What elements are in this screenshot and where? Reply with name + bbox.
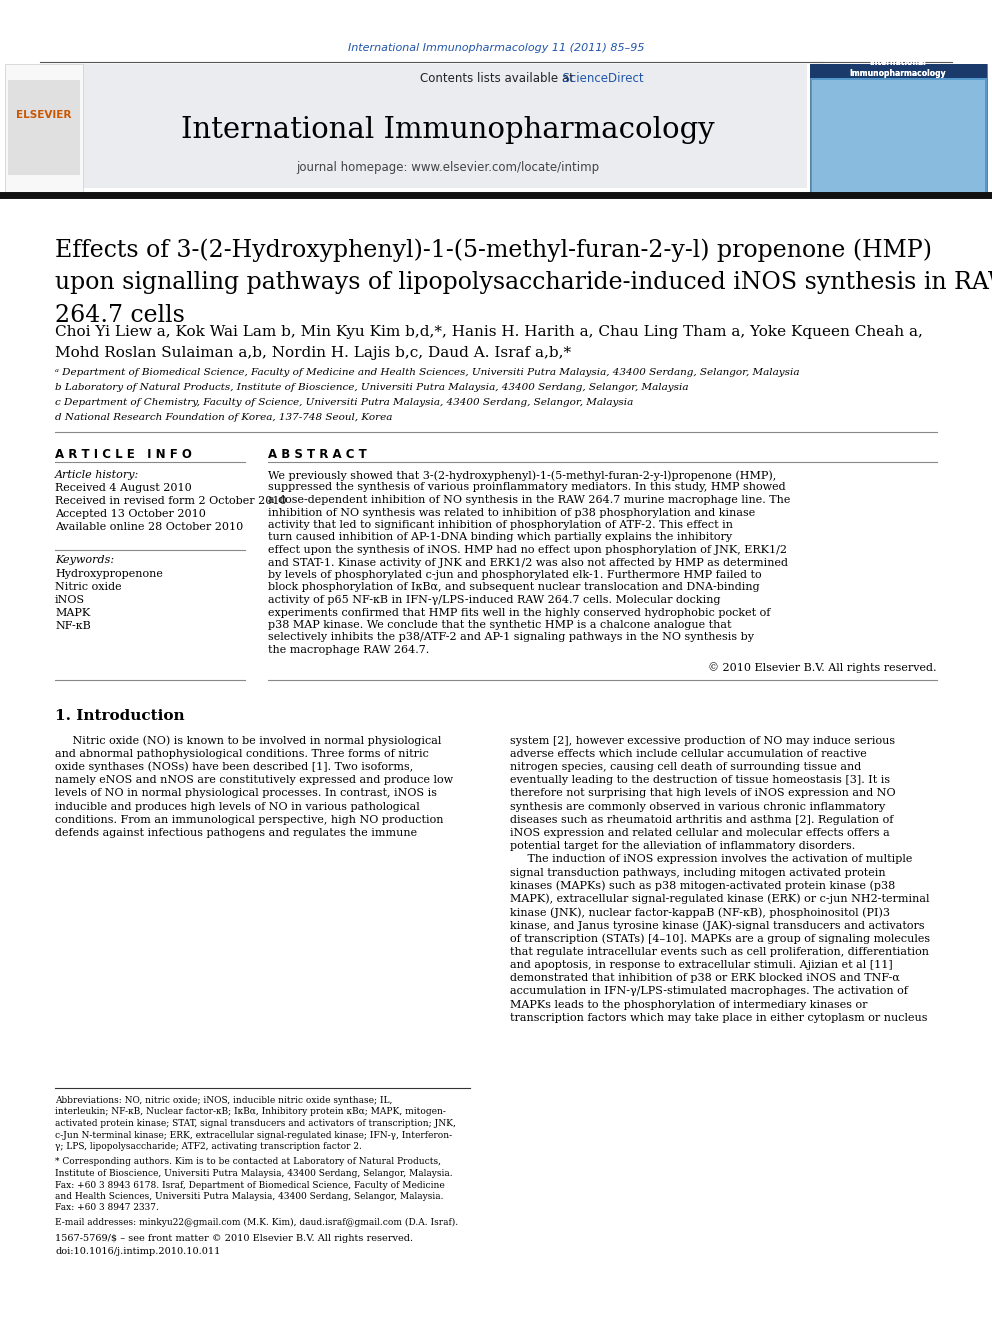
Text: diseases such as rheumatoid arthritis and asthma [2]. Regulation of: diseases such as rheumatoid arthritis an… bbox=[510, 815, 894, 824]
Text: oxide synthases (NOSs) have been described [1]. Two isoforms,: oxide synthases (NOSs) have been describ… bbox=[55, 762, 414, 773]
Text: A B S T R A C T: A B S T R A C T bbox=[268, 448, 367, 460]
Bar bbox=[83, 64, 807, 188]
Text: signal transduction pathways, including mitogen activated protein: signal transduction pathways, including … bbox=[510, 868, 886, 877]
Text: Accepted 13 October 2010: Accepted 13 October 2010 bbox=[55, 509, 206, 519]
Text: experiments confirmed that HMP fits well in the highly conserved hydrophobic poc: experiments confirmed that HMP fits well… bbox=[268, 607, 771, 618]
Text: inducible and produces high levels of NO in various pathological: inducible and produces high levels of NO… bbox=[55, 802, 420, 811]
Text: a dose-dependent inhibition of NO synthesis in the RAW 264.7 murine macrophage l: a dose-dependent inhibition of NO synthe… bbox=[268, 495, 791, 505]
Text: Received in revised form 2 October 2010: Received in revised form 2 October 2010 bbox=[55, 496, 287, 505]
Text: Fax: +60 3 8943 6178. Israf, Department of Biomedical Science, Faculty of Medici: Fax: +60 3 8943 6178. Israf, Department … bbox=[55, 1180, 444, 1189]
Text: synthesis are commonly observed in various chronic inflammatory: synthesis are commonly observed in vario… bbox=[510, 802, 885, 811]
Text: block phosphorylation of IκBα, and subsequent nuclear translocation and DNA-bind: block phosphorylation of IκBα, and subse… bbox=[268, 582, 760, 593]
Text: Fax: +60 3 8947 2337.: Fax: +60 3 8947 2337. bbox=[55, 1204, 159, 1212]
Text: c Department of Chemistry, Faculty of Science, Universiti Putra Malaysia, 43400 : c Department of Chemistry, Faculty of Sc… bbox=[55, 398, 633, 407]
Text: that regulate intracellular events such as cell proliferation, differentiation: that regulate intracellular events such … bbox=[510, 947, 929, 957]
Text: Available online 28 October 2010: Available online 28 October 2010 bbox=[55, 523, 243, 532]
Text: and STAT-1. Kinase activity of JNK and ERK1/2 was also not affected by HMP as de: and STAT-1. Kinase activity of JNK and E… bbox=[268, 557, 788, 568]
Bar bbox=[812, 61, 824, 71]
Text: E-mail addresses: minkyu22@gmail.com (M.K. Kim), daud.israf@gmail.com (D.A. Isra: E-mail addresses: minkyu22@gmail.com (M.… bbox=[55, 1218, 458, 1228]
Text: γ; LPS, lipopolysaccharide; ATF2, activating transcription factor 2.: γ; LPS, lipopolysaccharide; ATF2, activa… bbox=[55, 1142, 362, 1151]
Text: conditions. From an immunological perspective, high NO production: conditions. From an immunological perspe… bbox=[55, 815, 443, 824]
Text: © 2010 Elsevier B.V. All rights reserved.: © 2010 Elsevier B.V. All rights reserved… bbox=[708, 663, 937, 673]
Text: Keywords:: Keywords: bbox=[55, 556, 114, 565]
Text: levels of NO in normal physiological processes. In contrast, iNOS is: levels of NO in normal physiological pro… bbox=[55, 789, 437, 798]
Text: interleukin; NF-κB, Nuclear factor-κB; IκBα, Inhibitory protein κBα; MAPK, mitog: interleukin; NF-κB, Nuclear factor-κB; I… bbox=[55, 1107, 445, 1117]
Text: International
Immunopharmacology: International Immunopharmacology bbox=[850, 58, 946, 78]
Text: upon signalling pathways of lipopolysaccharide-induced iNOS synthesis in RAW: upon signalling pathways of lipopolysacc… bbox=[55, 271, 992, 294]
Text: Institute of Bioscience, Universiti Putra Malaysia, 43400 Serdang, Selangor, Mal: Institute of Bioscience, Universiti Putr… bbox=[55, 1170, 452, 1177]
Text: activated protein kinase; STAT, signal transducers and activators of transcripti: activated protein kinase; STAT, signal t… bbox=[55, 1119, 456, 1129]
Text: and Health Sciences, Universiti Putra Malaysia, 43400 Serdang, Selangor, Malaysi: and Health Sciences, Universiti Putra Ma… bbox=[55, 1192, 443, 1201]
Text: ScienceDirect: ScienceDirect bbox=[420, 71, 644, 85]
Text: the macrophage RAW 264.7.: the macrophage RAW 264.7. bbox=[268, 646, 430, 655]
Text: MAPK: MAPK bbox=[55, 609, 90, 618]
Text: kinases (MAPKs) such as p38 mitogen-activated protein kinase (p38: kinases (MAPKs) such as p38 mitogen-acti… bbox=[510, 881, 895, 892]
Text: potential target for the alleviation of inflammatory disorders.: potential target for the alleviation of … bbox=[510, 841, 855, 851]
Text: iNOS: iNOS bbox=[55, 595, 85, 605]
Text: Abbreviations: NO, nitric oxide; iNOS, inducible nitric oxide synthase; IL,: Abbreviations: NO, nitric oxide; iNOS, i… bbox=[55, 1095, 393, 1105]
Text: International
Immunopharmacology: International Immunopharmacology bbox=[850, 58, 946, 78]
Text: eventually leading to the destruction of tissue homeostasis [3]. It is: eventually leading to the destruction of… bbox=[510, 775, 890, 785]
Text: International Immunopharmacology 11 (2011) 85–95: International Immunopharmacology 11 (201… bbox=[348, 44, 644, 53]
Text: Article history:: Article history: bbox=[55, 470, 139, 480]
Text: MAPKs leads to the phosphorylation of intermediary kinases or: MAPKs leads to the phosphorylation of in… bbox=[510, 999, 867, 1009]
Bar bbox=[810, 64, 987, 78]
Text: nitrogen species, causing cell death of surrounding tissue and: nitrogen species, causing cell death of … bbox=[510, 762, 861, 771]
Bar bbox=[810, 64, 987, 192]
Bar bbox=[812, 79, 985, 192]
Text: * Corresponding authors. Kim is to be contacted at Laboratory of Natural Product: * Corresponding authors. Kim is to be co… bbox=[55, 1158, 441, 1167]
Text: d National Research Foundation of Korea, 137-748 Seoul, Korea: d National Research Foundation of Korea,… bbox=[55, 413, 393, 422]
Bar bbox=[5, 64, 83, 192]
Text: Contents lists available at: Contents lists available at bbox=[420, 71, 577, 85]
Text: c-Jun N-terminal kinase; ERK, extracellular signal-regulated kinase; IFN-γ, Inte: c-Jun N-terminal kinase; ERK, extracellu… bbox=[55, 1130, 452, 1139]
Text: therefore not surprising that high levels of iNOS expression and NO: therefore not surprising that high level… bbox=[510, 789, 896, 798]
Text: and apoptosis, in response to extracellular stimuli. Ajizian et al [11]: and apoptosis, in response to extracellu… bbox=[510, 960, 893, 970]
Text: suppressed the synthesis of various proinflammatory mediators. In this study, HM: suppressed the synthesis of various proi… bbox=[268, 483, 786, 492]
Text: effect upon the synthesis of iNOS. HMP had no effect upon phosphorylation of JNK: effect upon the synthesis of iNOS. HMP h… bbox=[268, 545, 787, 556]
Text: activity of p65 NF-κB in IFN-γ/LPS-induced RAW 264.7 cells. Molecular docking: activity of p65 NF-κB in IFN-γ/LPS-induc… bbox=[268, 595, 720, 605]
Text: 1567-5769/$ – see front matter © 2010 Elsevier B.V. All rights reserved.: 1567-5769/$ – see front matter © 2010 El… bbox=[55, 1234, 413, 1244]
Text: activity that led to significant inhibition of phosphorylation of ATF-2. This ef: activity that led to significant inhibit… bbox=[268, 520, 733, 531]
Text: We previously showed that 3-(2-hydroxyphenyl)-1-(5-methyl-furan-2-y-l)propenone : We previously showed that 3-(2-hydroxyph… bbox=[268, 470, 777, 480]
Text: namely eNOS and nNOS are constitutively expressed and produce low: namely eNOS and nNOS are constitutively … bbox=[55, 775, 453, 785]
Text: 1. Introduction: 1. Introduction bbox=[55, 709, 185, 724]
Text: transcription factors which may take place in either cytoplasm or nucleus: transcription factors which may take pla… bbox=[510, 1012, 928, 1023]
Text: defends against infectious pathogens and regulates the immune: defends against infectious pathogens and… bbox=[55, 828, 417, 837]
Text: Mohd Roslan Sulaiman a,b, Nordin H. Lajis b,c, Daud A. Israf a,b,*: Mohd Roslan Sulaiman a,b, Nordin H. Laji… bbox=[55, 347, 571, 360]
Text: 264.7 cells: 264.7 cells bbox=[55, 304, 185, 327]
Text: p38 MAP kinase. We conclude that the synthetic HMP is a chalcone analogue that: p38 MAP kinase. We conclude that the syn… bbox=[268, 620, 731, 630]
Text: adverse effects which include cellular accumulation of reactive: adverse effects which include cellular a… bbox=[510, 749, 867, 758]
Text: turn caused inhibition of AP-1-DNA binding which partially explains the inhibito: turn caused inhibition of AP-1-DNA bindi… bbox=[268, 532, 732, 542]
Text: accumulation in IFN-γ/LPS-stimulated macrophages. The activation of: accumulation in IFN-γ/LPS-stimulated mac… bbox=[510, 987, 908, 996]
Text: NF-κB: NF-κB bbox=[55, 620, 90, 631]
Text: doi:10.1016/j.intimp.2010.10.011: doi:10.1016/j.intimp.2010.10.011 bbox=[55, 1248, 220, 1256]
Text: selectively inhibits the p38/ATF-2 and AP-1 signaling pathways in the NO synthes: selectively inhibits the p38/ATF-2 and A… bbox=[268, 632, 754, 643]
Text: b Laboratory of Natural Products, Institute of Bioscience, Universiti Putra Mala: b Laboratory of Natural Products, Instit… bbox=[55, 382, 688, 392]
Text: Choi Yi Liew a, Kok Wai Lam b, Min Kyu Kim b,d,*, Hanis H. Harith a, Chau Ling T: Choi Yi Liew a, Kok Wai Lam b, Min Kyu K… bbox=[55, 325, 923, 339]
Text: MAPK), extracellular signal-regulated kinase (ERK) or c-jun NH2-terminal: MAPK), extracellular signal-regulated ki… bbox=[510, 894, 930, 905]
Text: kinase, and Janus tyrosine kinase (JAK)-signal transducers and activators: kinase, and Janus tyrosine kinase (JAK)-… bbox=[510, 921, 925, 931]
Text: Effects of 3-(2-Hydroxyphenyl)-1-(5-methyl-furan-2-y-l) propenone (HMP): Effects of 3-(2-Hydroxyphenyl)-1-(5-meth… bbox=[55, 238, 932, 262]
Bar bbox=[8, 79, 80, 175]
Text: ELSEVIER: ELSEVIER bbox=[16, 110, 71, 120]
Text: A R T I C L E   I N F O: A R T I C L E I N F O bbox=[55, 448, 191, 460]
Text: Nitric oxide: Nitric oxide bbox=[55, 582, 122, 591]
Text: system [2], however excessive production of NO may induce serious: system [2], however excessive production… bbox=[510, 736, 895, 745]
Text: by levels of phosphorylated c-jun and phosphorylated elk-1. Furthermore HMP fail: by levels of phosphorylated c-jun and ph… bbox=[268, 570, 762, 579]
Text: and abnormal pathophysiological conditions. Three forms of nitric: and abnormal pathophysiological conditio… bbox=[55, 749, 429, 758]
Text: Hydroxypropenone: Hydroxypropenone bbox=[55, 569, 163, 579]
Text: The induction of iNOS expression involves the activation of multiple: The induction of iNOS expression involve… bbox=[510, 855, 913, 864]
Text: iNOS expression and related cellular and molecular effects offers a: iNOS expression and related cellular and… bbox=[510, 828, 890, 837]
Text: inhibition of NO synthesis was related to inhibition of p38 phosphorylation and : inhibition of NO synthesis was related t… bbox=[268, 508, 755, 517]
Text: kinase (JNK), nuclear factor-kappaB (NF-κB), phosphoinositol (PI)3: kinase (JNK), nuclear factor-kappaB (NF-… bbox=[510, 908, 890, 918]
Text: of transcription (STATs) [4–10]. MAPKs are a group of signaling molecules: of transcription (STATs) [4–10]. MAPKs a… bbox=[510, 934, 930, 945]
Text: ᵃ Department of Biomedical Science, Faculty of Medicine and Health Sciences, Uni: ᵃ Department of Biomedical Science, Facu… bbox=[55, 368, 800, 377]
Text: demonstrated that inhibition of p38 or ERK blocked iNOS and TNF-α: demonstrated that inhibition of p38 or E… bbox=[510, 974, 900, 983]
Text: Received 4 August 2010: Received 4 August 2010 bbox=[55, 483, 191, 493]
Text: journal homepage: www.elsevier.com/locate/intimp: journal homepage: www.elsevier.com/locat… bbox=[297, 161, 599, 175]
Text: Nitric oxide (NO) is known to be involved in normal physiological: Nitric oxide (NO) is known to be involve… bbox=[55, 736, 441, 746]
Bar bbox=[810, 64, 987, 78]
Text: International Immunopharmacology: International Immunopharmacology bbox=[182, 116, 715, 144]
